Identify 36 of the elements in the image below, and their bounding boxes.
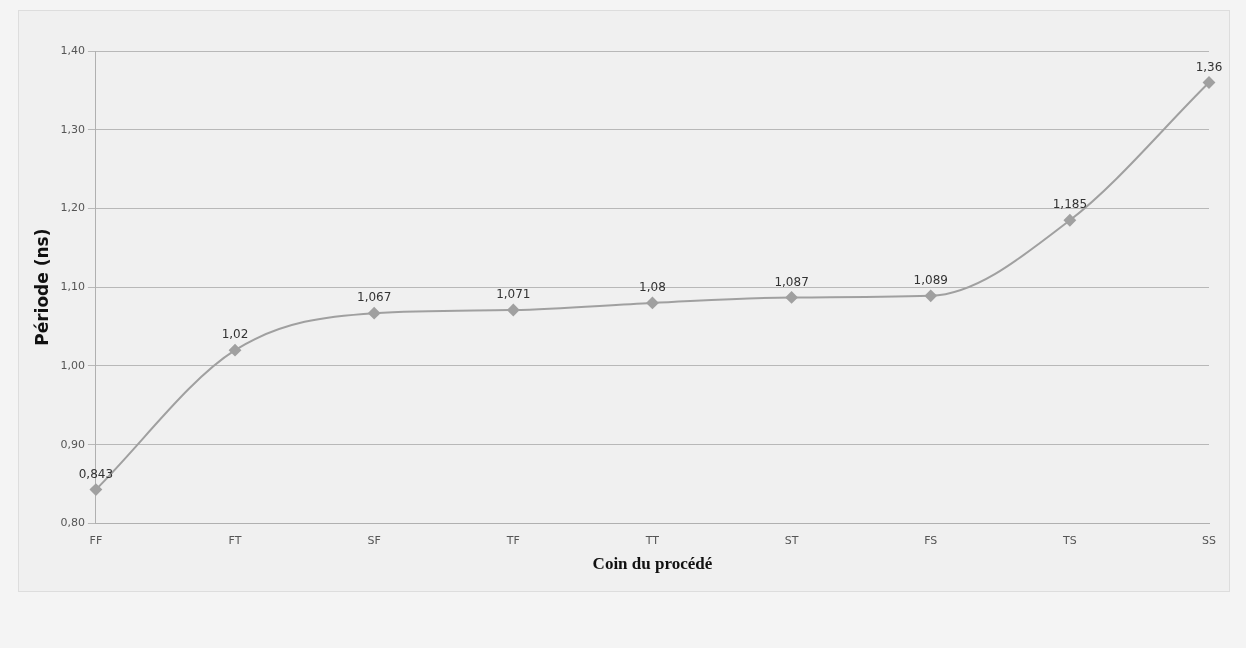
y-tick-label: 0,90 — [60, 437, 85, 451]
x-tick-label: TT — [644, 533, 660, 547]
data-label: 1,067 — [356, 290, 392, 305]
data-label: 1,08 — [639, 280, 666, 295]
x-tick-label: FF — [89, 533, 103, 547]
point — [368, 307, 381, 320]
point — [1063, 214, 1076, 227]
data-label: 1,185 — [1052, 197, 1088, 212]
y-tick-label: 1,00 — [60, 358, 85, 372]
point — [507, 304, 520, 317]
data-label: 0,843 — [78, 466, 114, 481]
data-label: 1,02 — [221, 327, 249, 342]
point — [785, 291, 798, 304]
x-tick-label: TS — [1062, 533, 1077, 547]
point — [229, 344, 242, 357]
data-label: 1,087 — [774, 274, 809, 289]
data-label: 1,089 — [913, 272, 948, 287]
point — [1203, 76, 1215, 89]
x-tick-label: SS — [1202, 533, 1216, 547]
data-label: 1,36 — [1195, 59, 1223, 74]
y-tick-label: 1,30 — [60, 122, 85, 136]
y-axis-title: Période (ns) — [31, 228, 52, 346]
y-tick-label: 1,10 — [60, 280, 85, 294]
y-tick-label: 0,80 — [60, 516, 85, 530]
point — [924, 289, 937, 302]
point — [646, 296, 659, 309]
point — [89, 483, 102, 496]
x-tick-label: SF — [367, 533, 381, 547]
x-tick-label: FT — [228, 533, 242, 547]
y-tick-label: 1,20 — [60, 201, 85, 215]
x-tick-label: ST — [784, 533, 799, 547]
x-tick-label: FS — [924, 533, 938, 547]
data-label: 1,071 — [496, 287, 531, 302]
x-tick-label: TF — [505, 533, 520, 547]
y-tick-label: 1,40 — [60, 43, 85, 57]
x-axis-title: Coin du procédé — [592, 554, 713, 574]
